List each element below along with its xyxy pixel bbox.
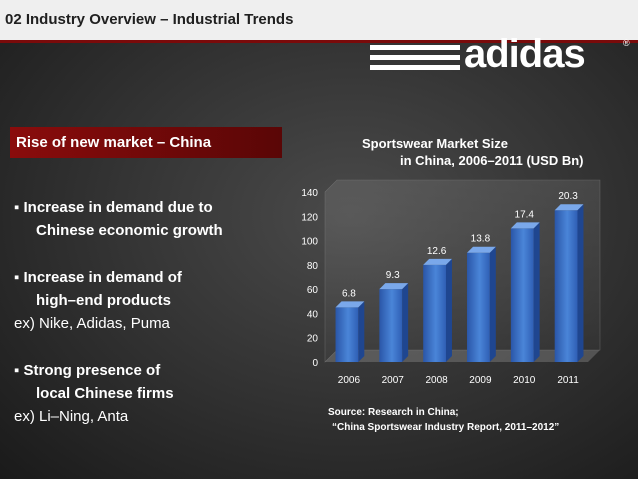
y-tick-label: 120	[301, 212, 318, 223]
source-note: Source: Research in China; “China Sports…	[328, 405, 559, 435]
bar-side	[533, 222, 540, 362]
source-line-1: Source: Research in China;	[328, 407, 459, 418]
bar-side	[402, 283, 409, 362]
bar	[423, 258, 452, 362]
bar-front	[335, 307, 359, 362]
y-tick-label: 20	[307, 334, 319, 345]
bar	[379, 283, 409, 362]
bullet-list: ▪ Increase in demand due to Chinese econ…	[14, 196, 284, 428]
page-title: 02 Industry Overview – Industrial Trends	[5, 11, 294, 28]
bullet-item: ▪ Strong presence of	[14, 362, 161, 379]
adidas-logo: adidas ®	[370, 32, 638, 78]
bar-front	[554, 210, 578, 362]
bullet-example: ex) Li–Ning, Anta	[14, 408, 129, 425]
y-tick-label: 40	[307, 309, 319, 320]
y-tick-label: 80	[307, 261, 319, 272]
bar-top	[510, 222, 540, 229]
bar-front	[467, 252, 490, 362]
x-tick-label: 2011	[557, 375, 579, 386]
y-tick-label: 100	[301, 237, 318, 248]
data-label: 9.3	[386, 270, 400, 281]
bullet-text: Strong presence of	[23, 362, 161, 379]
y-tick-label: 140	[301, 188, 318, 199]
bar-top	[423, 258, 452, 265]
x-tick-label: 2008	[425, 375, 448, 386]
bar-side	[577, 204, 584, 362]
data-label: 13.8	[471, 234, 491, 245]
bar-front	[423, 264, 446, 362]
y-tick-label: 60	[307, 285, 319, 296]
x-tick-label: 2010	[513, 375, 536, 386]
bar-top	[554, 204, 584, 211]
chart-title: Sportswear Market Size	[362, 136, 508, 151]
bullet-item: ▪ Increase in demand due to	[14, 199, 213, 216]
adidas-stripes-icon	[370, 45, 460, 70]
data-label: 20.3	[558, 191, 578, 202]
bar-side	[445, 258, 452, 362]
bar-front	[379, 289, 403, 362]
bar-side	[489, 246, 496, 362]
section-header: Rise of new market – China	[10, 127, 282, 158]
bar	[510, 222, 540, 362]
bullet-text-continued: high–end products	[36, 292, 171, 309]
bar	[554, 204, 584, 362]
bar-top	[467, 246, 496, 253]
bar	[467, 246, 496, 362]
bullet-text: Increase in demand due to	[23, 199, 213, 216]
x-tick-label: 2009	[469, 375, 492, 386]
y-tick-label: 0	[312, 358, 318, 369]
data-label: 17.4	[515, 209, 535, 220]
x-tick-label: 2007	[382, 375, 405, 386]
bar-top	[335, 301, 365, 308]
header-bar: 02 Industry Overview – Industrial Trends	[0, 0, 638, 43]
bar	[335, 301, 365, 362]
data-label: 12.6	[427, 246, 447, 257]
source-line-2: “China Sportswear Industry Report, 2011–…	[332, 422, 560, 433]
bullet-text-continued: Chinese economic growth	[36, 222, 223, 239]
section-title: Rise of new market – China	[16, 134, 212, 151]
bullet-example: ex) Nike, Adidas, Puma	[14, 315, 170, 332]
x-tick-label: 2006	[338, 375, 361, 386]
bullet-text-continued: local Chinese firms	[36, 385, 174, 402]
adidas-logo-text: adidas	[464, 32, 586, 76]
data-label: 6.8	[342, 288, 356, 299]
bar-top	[379, 283, 409, 290]
chart-subtitle: in China, 2006–2011 (USD Bn)	[400, 153, 584, 168]
bullet-text: Increase in demand of	[23, 269, 182, 286]
bar-front	[510, 228, 534, 362]
registered-mark: ®	[623, 38, 630, 48]
bar-side	[358, 301, 365, 362]
bullet-item: ▪ Increase in demand of	[14, 269, 182, 286]
